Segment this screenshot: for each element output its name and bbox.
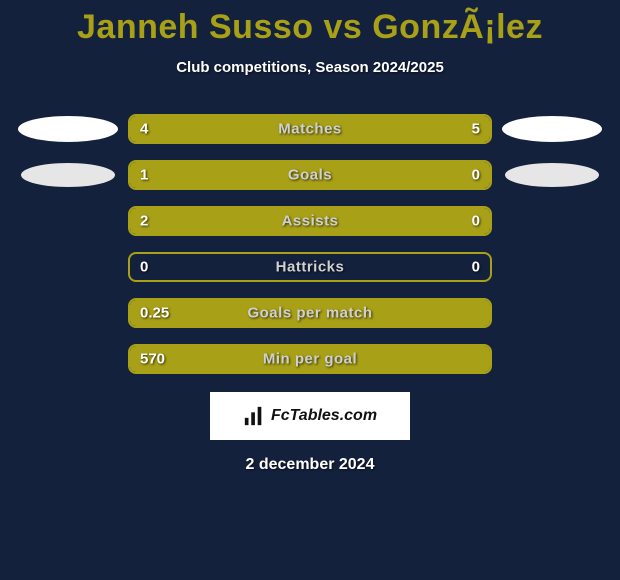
metric-label: Hattricks [276, 259, 345, 276]
value-right: 0 [472, 213, 480, 230]
avatar-right-col [492, 116, 612, 142]
avatar-left-col [8, 116, 128, 142]
value-left: 0.25 [140, 305, 169, 322]
value-right: 0 [472, 167, 480, 184]
bar-fill-left [130, 162, 418, 188]
value-left: 4 [140, 121, 148, 138]
metric-row: 2 Assists 0 [8, 204, 612, 238]
metric-label: Goals [288, 167, 332, 184]
subtitle: Club competitions, Season 2024/2025 [0, 59, 620, 76]
metric-row: 0.25 Goals per match [8, 296, 612, 330]
fctables-logo: FcTables.com [210, 392, 410, 440]
player-avatar-left [18, 116, 118, 142]
value-left: 2 [140, 213, 148, 230]
bar-fill-left [130, 208, 418, 234]
metric-label: Goals per match [247, 305, 372, 322]
bar-fill-left [130, 116, 288, 142]
value-left: 0 [140, 259, 148, 276]
metric-row: 4 Matches 5 [8, 112, 612, 146]
page-title: Janneh Susso vs GonzÃ¡lez [0, 0, 620, 47]
stat-bar: 4 Matches 5 [128, 114, 492, 144]
metric-label: Min per goal [263, 351, 357, 368]
metric-row: 0 Hattricks 0 [8, 250, 612, 284]
stat-bar: 2 Assists 0 [128, 206, 492, 236]
stat-bar: 1 Goals 0 [128, 160, 492, 190]
stat-bar: 0 Hattricks 0 [128, 252, 492, 282]
stat-bar: 0.25 Goals per match [128, 298, 492, 328]
metric-label: Matches [278, 121, 342, 138]
logo-text: FcTables.com [271, 407, 377, 425]
value-left: 1 [140, 167, 148, 184]
metric-label: Assists [282, 213, 339, 230]
stat-bar: 570 Min per goal [128, 344, 492, 374]
date-label: 2 december 2024 [0, 456, 620, 474]
comparison-chart: 4 Matches 5 1 Goals 0 2 Assists 0 0 Hattricks 0 0.25… [0, 112, 620, 376]
avatar-right-col [492, 163, 612, 187]
value-left: 570 [140, 351, 165, 368]
metric-row: 1 Goals 0 [8, 158, 612, 192]
value-right: 5 [472, 121, 480, 138]
player-avatar-right [502, 116, 602, 142]
bars-icon [243, 405, 265, 427]
value-right: 0 [472, 259, 480, 276]
team-badge-left [21, 163, 115, 187]
team-badge-right [505, 163, 599, 187]
metric-row: 570 Min per goal [8, 342, 612, 376]
avatar-left-col [8, 163, 128, 187]
